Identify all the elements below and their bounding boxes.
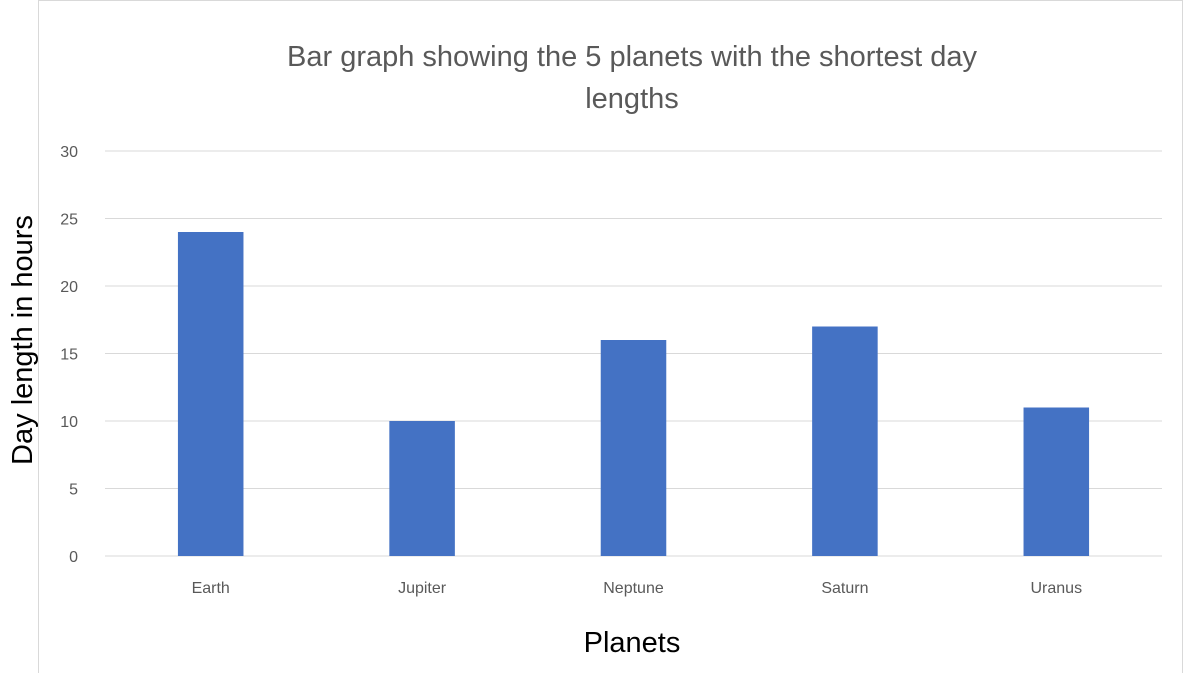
x-tick-label: Neptune xyxy=(603,580,664,597)
bar-jupiter xyxy=(389,421,455,556)
bar-neptune xyxy=(600,340,667,556)
x-axis-title: Planets xyxy=(584,627,681,659)
y-tick-label: 10 xyxy=(60,414,78,431)
x-axis-ticks: Earth Jupiter Neptune Saturn Uranus xyxy=(192,580,1083,597)
bar-saturn xyxy=(812,326,878,556)
y-tick-label: 15 xyxy=(60,347,78,364)
x-tick-label: Saturn xyxy=(821,580,868,597)
x-tick-label: Uranus xyxy=(1031,580,1083,597)
chart-title-line-1: Bar graph showing the 5 planets with the… xyxy=(287,41,977,73)
y-tick-label: 5 xyxy=(69,482,78,499)
x-tick-label: Earth xyxy=(192,580,230,597)
bar-earth xyxy=(177,232,244,556)
chart-title-line-2: lengths xyxy=(585,83,679,115)
x-tick-label: Jupiter xyxy=(398,580,447,597)
y-tick-label: 20 xyxy=(60,279,78,296)
y-axis-title: Day length in hours xyxy=(7,215,39,465)
y-tick-label: 30 xyxy=(60,144,78,161)
bar-uranus xyxy=(1023,407,1090,556)
y-tick-label: 0 xyxy=(69,549,78,566)
bars xyxy=(177,232,1090,556)
y-tick-label: 25 xyxy=(60,212,78,229)
y-axis-ticks: 0 5 10 15 20 25 30 xyxy=(60,144,78,566)
